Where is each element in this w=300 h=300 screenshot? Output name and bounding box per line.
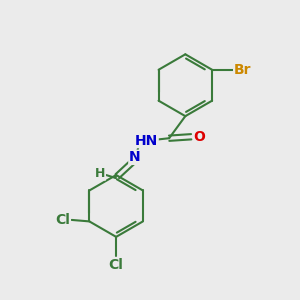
Text: Cl: Cl [109, 258, 124, 272]
Text: N: N [129, 150, 140, 164]
Text: Br: Br [234, 63, 251, 77]
Text: Cl: Cl [56, 213, 70, 227]
Text: O: O [194, 130, 206, 144]
Text: HN: HN [135, 134, 158, 148]
Text: H: H [95, 167, 105, 180]
